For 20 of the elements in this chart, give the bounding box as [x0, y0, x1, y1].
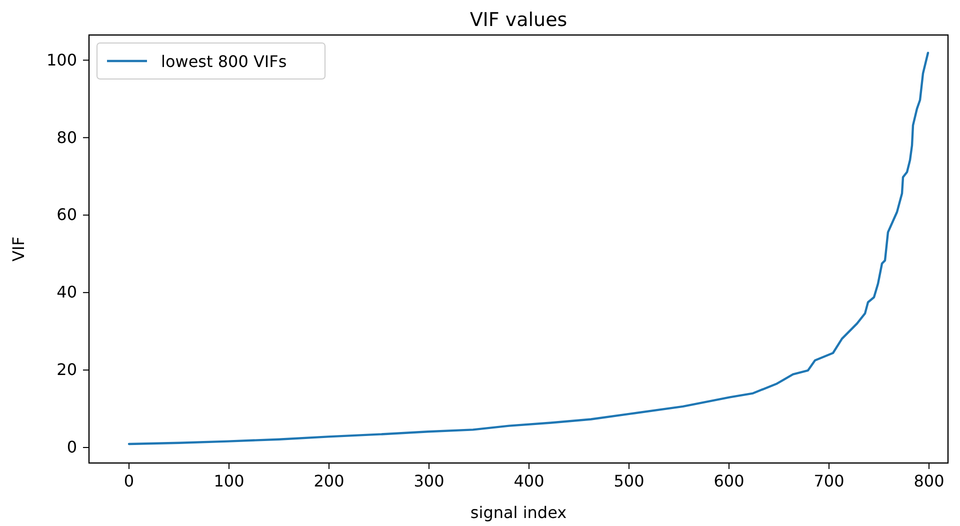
x-tick-label: 800: [914, 471, 944, 490]
y-tick-label: 40: [56, 282, 77, 302]
x-tick-label: 200: [314, 471, 344, 490]
line-series: [128, 52, 930, 446]
y-tick-label: 60: [56, 205, 77, 224]
x-tick-label: 500: [614, 471, 644, 490]
y-tick-label: 0: [66, 438, 77, 457]
x-tick-label: 0: [124, 471, 134, 490]
y-tick-label: 100: [46, 50, 77, 70]
x-tick-label: 100: [214, 471, 244, 490]
x-tick-label: 600: [714, 471, 744, 490]
y-tick-label: 20: [56, 360, 77, 380]
y-tick-label: 80: [56, 128, 77, 147]
x-tick-label: 700: [814, 471, 844, 490]
y-axis-title: VIF: [9, 236, 28, 262]
x-tick-label: 400: [514, 471, 544, 490]
x-tick-label: 300: [414, 471, 444, 490]
legend-label: lowest 800 VIFs: [161, 52, 287, 71]
chart-title: VIF values: [470, 9, 568, 31]
x-axis-title: signal index: [470, 503, 567, 522]
